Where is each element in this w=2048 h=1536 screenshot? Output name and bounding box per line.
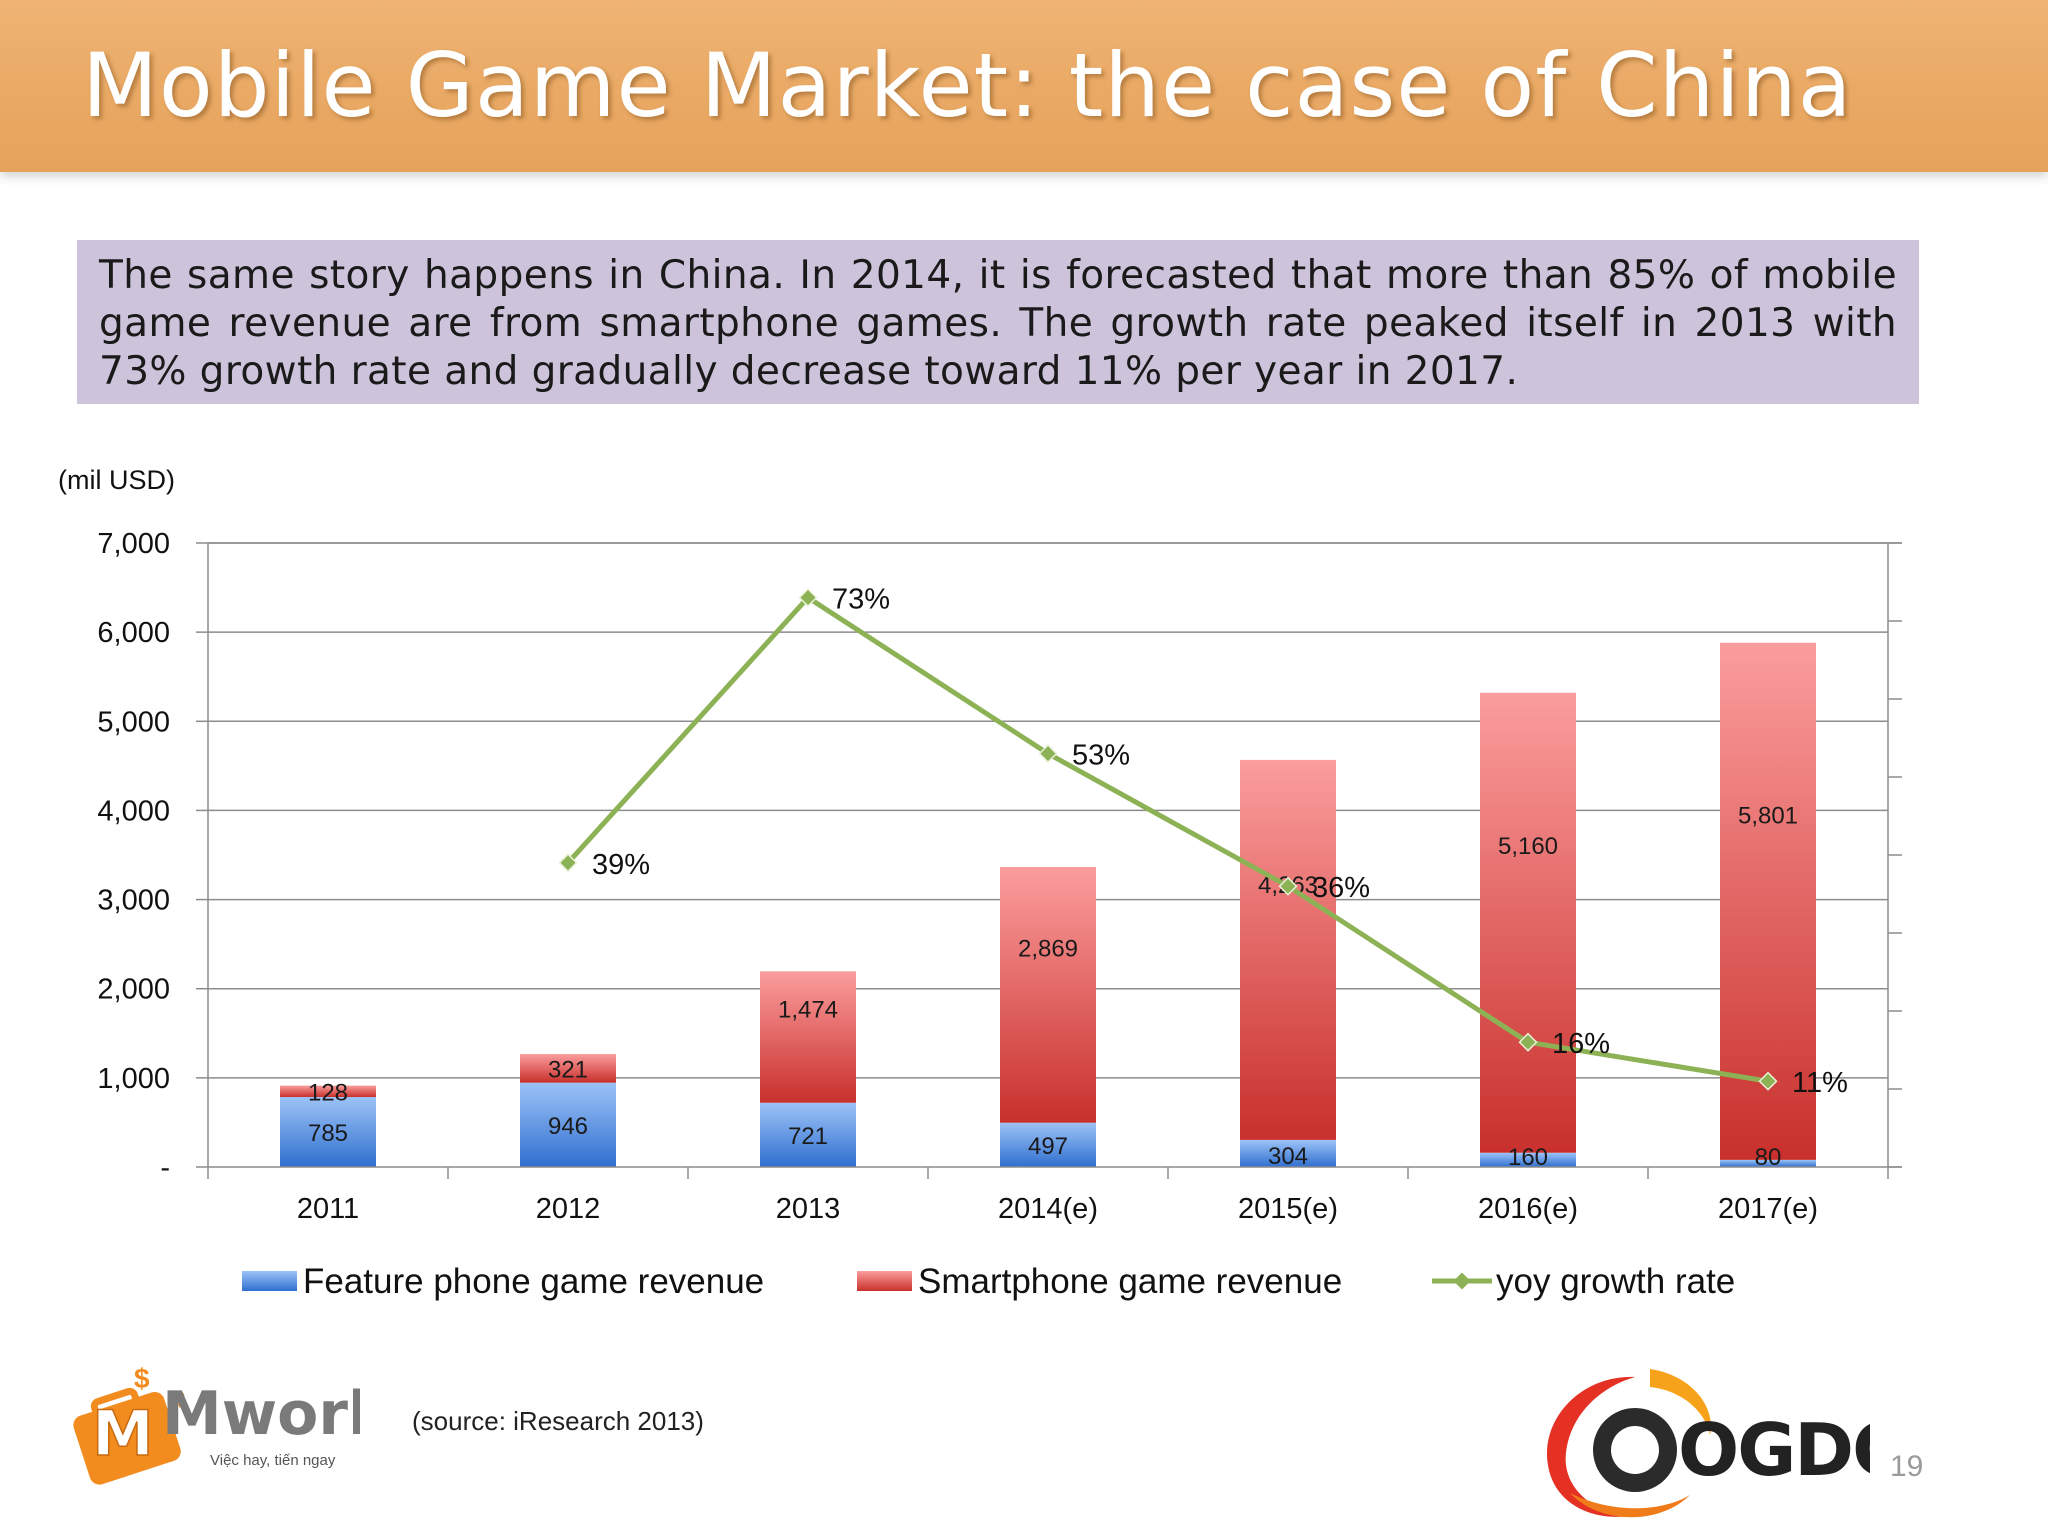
bar-feature-phone [1720, 1159, 1816, 1167]
growth-line: 39% 73% 53% 36% 16% 11% [558, 584, 1848, 1099]
bar-smartphone [760, 971, 856, 1103]
mwork-wordmark: Mwork [162, 1379, 360, 1449]
axes: - 1,000 2,000 3,000 4,000 5,000 6,000 7,000 2011… [97, 528, 1902, 1225]
data-label-smartphone: 5,801 [1738, 803, 1798, 830]
data-label-feature-phone: 721 [788, 1123, 828, 1150]
data-label-feature-phone: 497 [1028, 1133, 1068, 1160]
data-label-feature-phone: 785 [308, 1120, 348, 1147]
bar-smartphone [1480, 692, 1576, 1153]
bar-feature-phone [1000, 1122, 1096, 1167]
legend-swatch-smartphone [857, 1271, 912, 1291]
growth-rate-line [566, 595, 1769, 1084]
growth-rate-marker [798, 588, 818, 608]
bar-feature-phone [760, 1102, 856, 1167]
legend-label-feature-phone: Feature phone game revenue [303, 1262, 764, 1301]
growth-rate-label: 53% [1072, 740, 1130, 772]
ogdc-wordmark: OGDC [1678, 1408, 1870, 1492]
legend-label-smartphone: Smartphone game revenue [918, 1262, 1342, 1301]
title-bar: Mobile Game Market: the case of China [0, 0, 2048, 172]
growth-rate-marker [558, 853, 578, 873]
legend-label-growth: yoy growth rate [1496, 1262, 1735, 1301]
data-label-smartphone: 2,869 [1018, 935, 1078, 962]
data-label-feature-phone: 304 [1268, 1143, 1308, 1170]
summary-box: The same story happens in China. In 2014… [77, 240, 1919, 404]
bar-feature-phone [1240, 1139, 1336, 1167]
bar-feature-phone [520, 1082, 616, 1167]
growth-rate-label: 36% [1312, 872, 1370, 904]
bar-smartphone [520, 1054, 616, 1083]
source-note: (source: iResearch 2013) [412, 1406, 704, 1436]
x-tick-label: 2011 [297, 1193, 359, 1225]
y-tick-label: 2,000 [97, 974, 170, 1006]
bar-feature-phone [1480, 1152, 1576, 1167]
bar-smartphone [1240, 759, 1336, 1140]
svg-text:$: $ [174, 1389, 185, 1411]
x-tick-label: 2012 [536, 1193, 601, 1225]
page-number: 19 [1890, 1450, 1924, 1483]
growth-rate-label: 73% [832, 584, 890, 616]
legend-swatch-growth-marker [1453, 1272, 1471, 1290]
mwork-logo: $ $ M Mwork Việc hay, tiến ngay [73, 1363, 360, 1485]
growth-rate-marker [1038, 744, 1058, 764]
mwork-tagline: Việc hay, tiến ngay [210, 1452, 336, 1469]
x-tick-label: 2015(e) [1238, 1193, 1338, 1225]
revenue-chart: (mil USD) 785 128 946 321 721 1,474 497 2,869 30… [58, 465, 1902, 1301]
y-tick-label: 1,000 [97, 1063, 170, 1095]
bar-smartphone [1000, 866, 1096, 1123]
growth-rate-marker [1518, 1032, 1538, 1052]
growth-rate-label: 16% [1552, 1028, 1610, 1060]
data-label-smartphone: 128 [308, 1079, 348, 1106]
y-tick-label: - [160, 1152, 170, 1184]
data-label-smartphone: 1,474 [778, 996, 838, 1023]
slide-title: Mobile Game Market: the case of China [82, 34, 1853, 137]
x-tick-label: 2014(e) [998, 1193, 1098, 1225]
summary-text: The same story happens in China. In 2014… [99, 253, 1897, 394]
y-tick-label: 3,000 [97, 885, 170, 917]
x-tick-label: 2013 [776, 1193, 841, 1225]
bar-feature-phone [280, 1097, 376, 1167]
svg-text:$: $ [134, 1363, 150, 1394]
data-label-smartphone: 321 [548, 1056, 588, 1083]
growth-rate-marker [1278, 876, 1298, 896]
legend: Feature phone game revenue Smartphone gam… [242, 1262, 1735, 1301]
y-tick-label: 4,000 [97, 795, 170, 827]
y-axis-unit-label: (mil USD) [58, 465, 175, 495]
growth-rate-label: 39% [592, 849, 650, 881]
ogdc-logo: OGDC [1546, 1369, 1870, 1518]
svg-text:M: M [92, 1397, 154, 1470]
data-label-feature-phone: 946 [548, 1113, 588, 1140]
x-tick-label: 2016(e) [1478, 1193, 1578, 1225]
bar-smartphone [280, 1085, 376, 1098]
x-tick-label: 2017(e) [1718, 1193, 1818, 1225]
growth-rate-label: 11% [1792, 1067, 1848, 1099]
y-tick-label: 5,000 [97, 706, 170, 738]
y-tick-label: 6,000 [97, 617, 170, 649]
y-tick-label: 7,000 [97, 528, 170, 560]
growth-rate-marker [1758, 1071, 1778, 1091]
legend-swatch-feature-phone [242, 1271, 297, 1291]
data-label-smartphone: 5,160 [1498, 833, 1558, 860]
